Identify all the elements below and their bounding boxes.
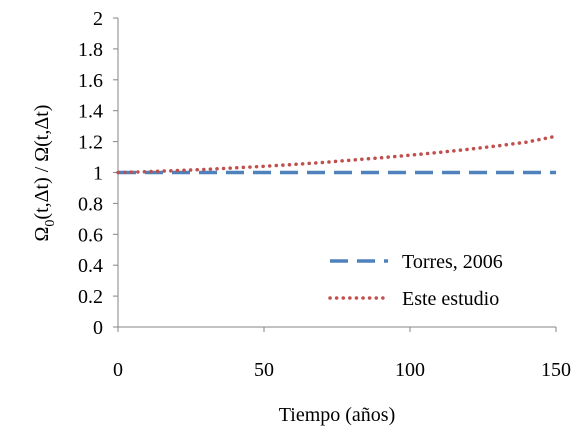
series-layer — [116, 134, 558, 175]
y-tick-label: 1.6 — [78, 70, 103, 92]
y-tick-label: 1.8 — [78, 39, 103, 61]
legend: Torres, 2006 Este estudio — [328, 251, 503, 310]
y-axis-title-rest: (t,Δt) / Ω(t,Δt) — [31, 105, 53, 220]
series-line-2 — [116, 134, 558, 175]
y-tick-label: 2 — [93, 8, 103, 30]
x-tick-label: 0 — [113, 359, 123, 381]
y-tick-label: 0.8 — [78, 193, 103, 215]
y-tick-label: 0.2 — [78, 286, 103, 308]
y-tick-label: 1.2 — [78, 132, 103, 154]
axes: 0 0.2 0.4 0.6 0.8 1 1.2 1.4 1.6 1.8 2 0 50 100 150 — [78, 8, 571, 381]
y-axis-title-omega: Ω — [31, 227, 53, 242]
x-tick-label: 150 — [541, 359, 571, 381]
svg-text:Ω0(t,Δt) / Ω(t,Δt): Ω0(t,Δt) / Ω(t,Δt) — [31, 105, 58, 242]
y-tick-label: 0.6 — [78, 224, 103, 246]
y-tick-label: 1.4 — [78, 101, 103, 123]
legend-label-2: Este estudio — [402, 288, 499, 310]
x-axis-title: Tiempo (años) — [279, 404, 395, 426]
x-tick-label: 100 — [395, 359, 425, 381]
y-tick-label: 1 — [93, 163, 103, 185]
y-axis-title-subscript: 0 — [43, 220, 58, 227]
x-tick-label: 50 — [254, 359, 274, 381]
legend-label-1: Torres, 2006 — [402, 251, 503, 273]
y-axis-title: Ω0(t,Δt) / Ω(t,Δt) — [31, 105, 58, 242]
y-tick-label: 0 — [93, 317, 103, 339]
y-tick-label: 0.4 — [78, 255, 103, 277]
